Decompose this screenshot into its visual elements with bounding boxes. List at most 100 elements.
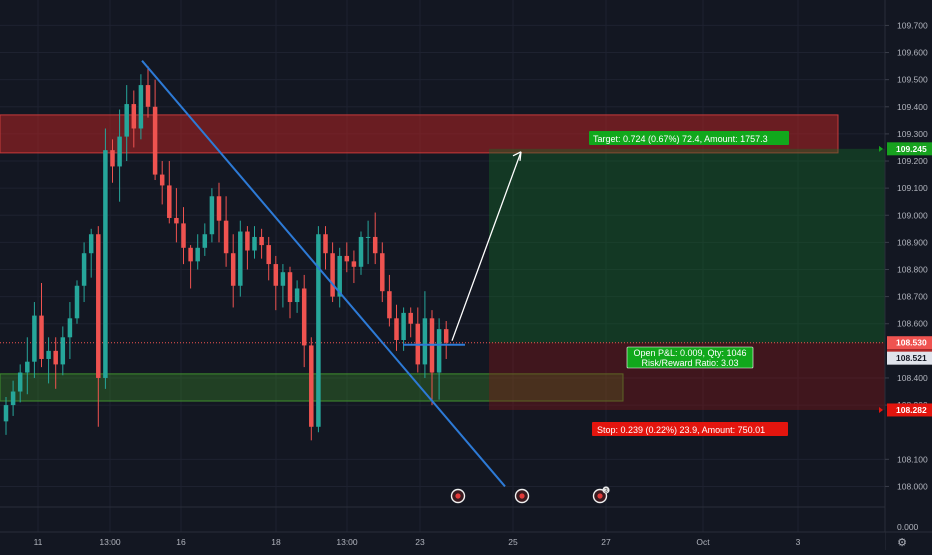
candle-body[interactable] [3, 405, 9, 422]
price-tick-label: 108.000 [897, 481, 928, 491]
time-tick-label: Oct [696, 537, 710, 547]
price-tick-label: 108.700 [897, 292, 928, 302]
candle-body[interactable] [259, 236, 264, 246]
candle-body[interactable] [202, 234, 208, 248]
settings-gear-icon[interactable]: ⚙ [897, 537, 907, 549]
arrow-head-icon [512, 151, 522, 161]
current-price-badge-bg [887, 351, 932, 365]
position-profit-area[interactable] [489, 148, 885, 343]
news-marker-dot [455, 493, 461, 499]
candle-body[interactable] [387, 291, 392, 319]
candle-body[interactable] [337, 255, 342, 297]
candle-body[interactable] [117, 136, 122, 167]
candle-body[interactable] [301, 288, 307, 346]
candle-body[interactable] [443, 329, 449, 343]
price-tick-label: 108.100 [897, 454, 928, 464]
time-tick-label: 18 [271, 537, 281, 547]
candle-body[interactable] [380, 253, 385, 292]
candle-body[interactable] [46, 350, 51, 359]
candle-body[interactable] [145, 85, 151, 107]
candle-body[interactable] [273, 264, 279, 286]
candle-body[interactable] [103, 150, 108, 378]
candle-body[interactable] [436, 329, 442, 373]
time-tick-label: 25 [508, 537, 518, 547]
candle-body[interactable] [344, 255, 350, 262]
candle-body[interactable] [152, 106, 158, 175]
risk-reward-label: Risk/Reward Ratio: 3.03 [641, 358, 738, 368]
candle-body[interactable] [351, 261, 357, 267]
candle-body[interactable] [287, 272, 293, 303]
candle-body[interactable] [39, 315, 44, 359]
candle-body[interactable] [372, 236, 378, 254]
candle-body[interactable] [401, 312, 406, 340]
event-count-text: 3 [604, 489, 608, 495]
candle-body[interactable] [53, 350, 58, 365]
time-tick-label: 13:00 [336, 537, 358, 547]
candle-body[interactable] [365, 236, 371, 238]
trendline[interactable] [141, 60, 506, 488]
candle-body[interactable] [266, 245, 271, 265]
price-tick-label: 108.800 [897, 264, 928, 274]
target-pointer-icon [879, 145, 883, 152]
stop-price-badge: 108.282 [896, 405, 927, 415]
candle-body[interactable] [25, 361, 30, 373]
candle-body[interactable] [422, 318, 428, 365]
candle-body[interactable] [394, 318, 399, 340]
candle-body[interactable] [81, 253, 87, 286]
candle-body[interactable] [96, 234, 101, 378]
candle-body[interactable] [67, 318, 73, 338]
candle-body[interactable] [159, 174, 165, 186]
candle-body[interactable] [280, 272, 286, 286]
candle-body[interactable] [32, 315, 37, 362]
target-label: Target: 0.724 (0.67%) 72.4, Amount: 1757… [593, 134, 768, 144]
candle-body[interactable] [309, 345, 314, 427]
target-price-badge-bg [887, 142, 932, 156]
time-tick-label: 16 [176, 537, 186, 547]
price-tick-label: 108.600 [897, 319, 928, 329]
price-tick-label: 109.600 [897, 48, 928, 58]
candle-body[interactable] [110, 150, 115, 167]
candle-body[interactable] [294, 288, 300, 303]
candle-body[interactable] [323, 234, 328, 254]
candle-body[interactable] [60, 337, 66, 365]
candle-body[interactable] [330, 253, 335, 297]
candle-body[interactable] [10, 391, 16, 406]
time-tick-label: 13:00 [99, 537, 121, 547]
price-tick-label: 109.700 [897, 20, 928, 30]
candle-body[interactable] [195, 247, 200, 262]
price-axis[interactable] [885, 0, 932, 550]
candle-body[interactable] [124, 104, 129, 137]
candle-body[interactable] [316, 234, 321, 427]
candle-body[interactable] [181, 223, 186, 248]
candle-body[interactable] [174, 217, 179, 224]
projection-arrow[interactable] [451, 151, 522, 341]
entry-price-badge-bg [887, 336, 932, 350]
candle-body[interactable] [216, 196, 222, 221]
candle-body[interactable] [230, 253, 236, 286]
candle-body[interactable] [209, 196, 215, 235]
candle-body[interactable] [74, 285, 80, 319]
candle-body[interactable] [188, 247, 193, 262]
price-tick-label: 109.200 [897, 156, 928, 166]
candle-body[interactable] [245, 231, 250, 251]
candle-body[interactable] [408, 312, 413, 324]
entry-price-badge: 108.530 [896, 338, 927, 348]
time-axis[interactable] [0, 532, 885, 550]
price-tick-label: 108.900 [897, 237, 928, 247]
time-tick-label: 27 [601, 537, 611, 547]
candle-body[interactable] [238, 231, 243, 286]
candle-body[interactable] [138, 85, 144, 129]
candle-body[interactable] [358, 236, 364, 267]
candle-body[interactable] [17, 372, 23, 392]
candle-body[interactable] [223, 220, 229, 254]
candle-body[interactable] [131, 104, 137, 129]
candle-body[interactable] [167, 185, 172, 218]
price-tick-label: 108.400 [897, 373, 928, 383]
time-tick-label: 23 [415, 537, 425, 547]
time-tick-label: 3 [796, 537, 801, 547]
candle-body[interactable] [252, 236, 257, 251]
candle-body[interactable] [88, 234, 94, 254]
time-tick-label: 11 [34, 537, 43, 547]
